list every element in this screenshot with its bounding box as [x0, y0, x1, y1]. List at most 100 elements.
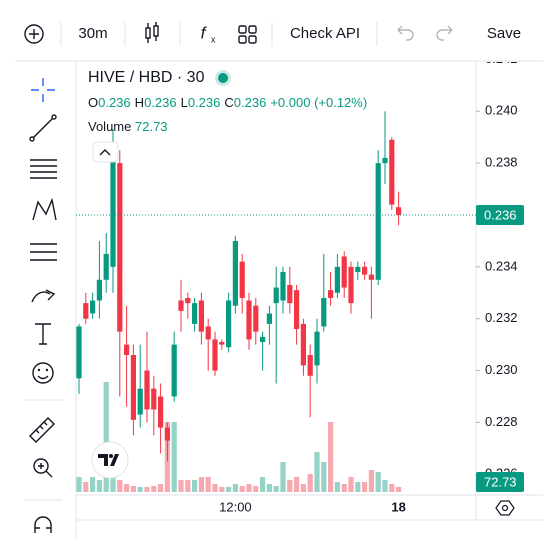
settings-icon[interactable]: [495, 500, 515, 516]
ohlc-row: O 0.236 H 0.236 L 0.236 C 0.236 +0.000 (+0.12%): [88, 90, 367, 114]
candle-body: [158, 396, 164, 428]
symbol: HIVE / HBD · 30: [88, 69, 205, 86]
emoji-tool[interactable]: [32, 362, 54, 384]
indicators-icon-x: x: [211, 34, 216, 44]
candle-body: [341, 256, 347, 288]
top-toolbar: 30m f x Check API Save: [24, 22, 521, 46]
candle-body: [246, 300, 252, 340]
ohlc-key: H: [134, 94, 145, 110]
magnet-tool[interactable]: [34, 516, 52, 533]
volume-bar: [219, 486, 225, 492]
redo-icon[interactable]: [436, 25, 453, 41]
candle-body: [124, 344, 130, 355]
volume-bar: [158, 484, 164, 492]
volume-bar: [212, 484, 218, 492]
candle-body: [96, 279, 102, 301]
volume-label-box: [476, 472, 524, 492]
status-dot: [218, 73, 229, 83]
price-label: 0.236: [484, 207, 517, 222]
candle-body: [117, 163, 123, 332]
trend-line-tool[interactable]: [32, 117, 54, 139]
brush-tool[interactable]: [31, 289, 56, 303]
pattern-tool[interactable]: [32, 197, 57, 221]
candle-body: [83, 303, 89, 319]
ohlc-value: 0.236: [233, 94, 267, 110]
candle-body: [348, 266, 354, 304]
indicators-icon[interactable]: f: [201, 23, 208, 42]
candle-body: [389, 139, 395, 205]
volume-axis-label: 72.73: [484, 474, 517, 489]
volume-bar: [368, 470, 374, 492]
volume-bar: [185, 480, 191, 492]
fib-tool[interactable]: [30, 159, 57, 179]
forecast-tool[interactable]: [30, 243, 57, 261]
text-tool[interactable]: [35, 323, 51, 345]
volume-bar: [239, 486, 245, 492]
volume-bar: [83, 482, 89, 492]
candle-body: [226, 300, 232, 348]
candle-body: [396, 207, 402, 215]
candle-body: [76, 326, 82, 379]
left-toolbar: [24, 78, 62, 533]
volume-bar: [273, 486, 279, 492]
ohlc-value: 0.236: [187, 94, 221, 110]
save-button[interactable]: Save: [487, 25, 521, 42]
y-tick-label: 0.232: [485, 310, 518, 325]
volume-bar: [260, 476, 266, 492]
candle-body: [103, 253, 109, 280]
candle-body: [280, 272, 286, 301]
candle-body: [232, 240, 238, 306]
chart-type-icon[interactable]: [145, 22, 159, 43]
layout-icon[interactable]: [238, 25, 257, 44]
candle-body: [355, 266, 361, 273]
candle-body: [90, 300, 96, 314]
volume-bar: [232, 484, 238, 492]
plot: 0.2260.2280.2300.2320.2340.2360.2380.240…: [76, 62, 518, 492]
ohlc-value: 0.236: [144, 94, 177, 110]
volume-bar: [321, 462, 327, 492]
candle-body: [334, 266, 340, 293]
volume-bar: [300, 484, 306, 492]
candle-body: [171, 344, 177, 397]
candle-body: [362, 266, 368, 275]
candle-body: [192, 303, 198, 324]
x-tick-label: 18: [391, 499, 405, 514]
x-tick-label: 12:00: [219, 499, 252, 514]
legend: HIVE / HBD · 30 O 0.236 H 0.236 L 0.236 C 0.236…: [88, 66, 367, 138]
volume-bar: [355, 482, 361, 492]
volume-bar: [151, 486, 157, 492]
ruler-tool[interactable]: [29, 417, 55, 443]
candle-body: [239, 261, 245, 298]
candle-body: [273, 287, 279, 304]
y-tick-label: 0.234: [485, 258, 518, 273]
tv-logo: [91, 441, 129, 479]
candle-body: [368, 274, 374, 280]
y-tick-label: 0.228: [485, 414, 518, 429]
volume-bar: [103, 382, 109, 492]
zoom-tool[interactable]: [33, 458, 49, 474]
candle-body: [253, 305, 259, 332]
crosshair-tool[interactable]: [31, 78, 55, 102]
candle-body: [300, 323, 306, 366]
volume-bar: [253, 486, 259, 492]
volume-bar: [341, 484, 347, 492]
undo-icon[interactable]: [397, 25, 414, 41]
volume-bar: [314, 452, 320, 492]
add-icon[interactable]: [24, 24, 44, 44]
ohlc-key: L: [180, 94, 188, 110]
volume-bar: [130, 486, 136, 492]
candle-body: [185, 297, 191, 304]
volume-value: 72.73: [135, 118, 168, 134]
volume-bar: [205, 476, 211, 492]
ohlc-key: O: [88, 94, 99, 110]
check-api-button[interactable]: Check API: [290, 25, 360, 42]
candle-body: [266, 313, 272, 324]
candle-body: [219, 342, 225, 345]
interval[interactable]: 30m: [78, 25, 107, 42]
volume-bar: [124, 484, 130, 492]
volume-bar: [137, 486, 143, 492]
collapse-legend-button[interactable]: [92, 141, 119, 163]
candle-body: [198, 300, 204, 332]
